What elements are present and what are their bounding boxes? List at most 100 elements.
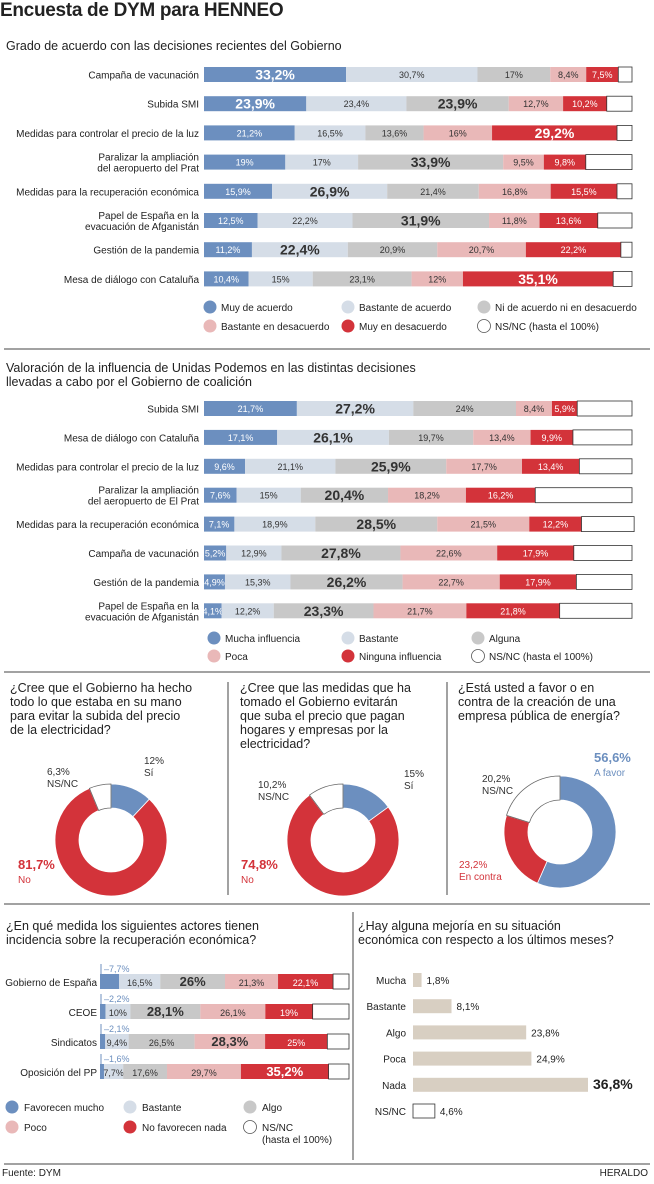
chart-title: empresa pública de energía? [458, 709, 620, 723]
slice-label: Sí [144, 768, 154, 779]
category-label: Campaña de vacunación [88, 549, 199, 560]
bar-segment [123, 1064, 167, 1079]
bar-segment [347, 242, 438, 258]
data-label: 18,9% [262, 520, 288, 530]
bar-segment [516, 401, 552, 416]
bar-segment [489, 213, 540, 228]
data-label: 12,5% [218, 216, 244, 226]
data-label: 21,3% [239, 978, 265, 988]
category-label: Oposición del PP [20, 1068, 97, 1079]
category-label: evacuación de Afganistán [85, 612, 199, 623]
bar-segment [224, 574, 291, 590]
data-label: –2,1% [104, 1024, 130, 1034]
bar-segment [617, 66, 633, 83]
data-label: –7,7% [104, 964, 130, 974]
bar-segment [248, 271, 313, 287]
data-label: 35,2% [266, 1064, 303, 1079]
category-label: Mucha [376, 976, 406, 987]
data-label: –2,2% [104, 994, 130, 1004]
data-label: 26,5% [149, 1038, 175, 1048]
data-label: 26,1% [220, 1008, 246, 1018]
bar-segment [529, 516, 582, 532]
chart-title: de la electricidad? [10, 723, 111, 737]
bar-segment [272, 183, 388, 199]
bar-segment [204, 401, 297, 416]
bar-segment [236, 487, 301, 503]
bar-segment [477, 67, 551, 82]
category-label: Medidas para la recuperación económica [16, 187, 199, 198]
data-label: 21,8% [500, 606, 526, 616]
category-label: del aeropuerto del Prat [97, 164, 199, 175]
pie-slice [503, 814, 548, 884]
data-label: 6,3% [47, 767, 70, 778]
data-label: 33,9% [411, 154, 451, 170]
data-label: 17,1% [228, 433, 254, 443]
legend-swatch [5, 1120, 19, 1134]
bar-segment [499, 574, 577, 590]
bar-segment [406, 96, 509, 112]
legend-swatch [341, 631, 355, 645]
bar-segment [423, 125, 493, 141]
bar-segment [204, 154, 286, 170]
legend-swatch [5, 1100, 19, 1114]
bar-segment [525, 242, 621, 258]
legend-label: Bastante [359, 634, 399, 645]
data-label: 25,9% [371, 458, 411, 474]
pie-slice [506, 775, 561, 823]
legend-label: Muy de acuerdo [221, 303, 293, 314]
slice-label: En contra [459, 872, 502, 883]
data-label: 17,9% [525, 577, 551, 587]
bar-segment [411, 271, 463, 287]
data-label: 35,1% [518, 271, 558, 287]
category-label: Mesa de diálogo con Cataluña [64, 275, 200, 286]
data-label: 16,2% [488, 491, 514, 501]
data-label: 81,7% [18, 857, 55, 872]
chart-title: ¿En qué medida los siguientes actores ti… [6, 919, 259, 933]
data-label: 29,2% [535, 125, 575, 141]
brand-credit: HERALDO [599, 1168, 648, 1179]
bar-segment [575, 574, 633, 590]
category-label: Algo [386, 1028, 406, 1039]
slice-label: NS/NC [258, 792, 289, 803]
bar-segment [226, 545, 282, 561]
data-label: 8,1% [457, 1002, 480, 1013]
data-label: 1,8% [427, 976, 450, 987]
category-label: Paralizar la ampliación [98, 486, 199, 497]
legend-swatch [203, 300, 217, 314]
data-label: 17% [505, 70, 523, 80]
bar-segment [100, 1034, 106, 1049]
bar-segment [576, 400, 633, 417]
data-label: 11,8% [502, 216, 527, 226]
data-label: 12% [428, 274, 446, 284]
data-label: 23,3% [304, 603, 344, 619]
data-label: 25% [287, 1038, 305, 1048]
bar-segment [388, 487, 466, 503]
bar-segment [437, 242, 526, 258]
data-label: 26,1% [313, 429, 353, 445]
data-label: 23,9% [235, 96, 275, 112]
data-label: 20,2% [482, 774, 510, 785]
data-label: 31,9% [401, 213, 441, 229]
chart-title: para evitar la subida del precio [10, 709, 180, 723]
data-label: 16% [449, 128, 467, 138]
legend-swatch [341, 649, 355, 663]
bar-segment [128, 1034, 195, 1049]
category-label: Poca [383, 1055, 406, 1066]
category-label: Subida SMI [147, 100, 199, 111]
data-label: 11,2% [216, 245, 241, 255]
data-label: 12% [144, 756, 164, 767]
bar-segment [402, 574, 500, 590]
bar-segment [204, 574, 225, 590]
bar-segment [306, 96, 407, 112]
bar-segment [586, 67, 619, 82]
bar-segment [204, 67, 347, 82]
data-label: 16,5% [317, 128, 343, 138]
chart-title: tomado el Gobierno evitarán [240, 695, 398, 709]
category-label: Bastante [367, 1002, 407, 1013]
bar-segment [204, 183, 273, 199]
bar-segment [204, 213, 258, 228]
bar-segment [503, 154, 544, 170]
legend-label: Bastante de acuerdo [359, 303, 452, 314]
legend-label: NS/NC [262, 1123, 293, 1134]
legend-swatch [341, 300, 355, 314]
